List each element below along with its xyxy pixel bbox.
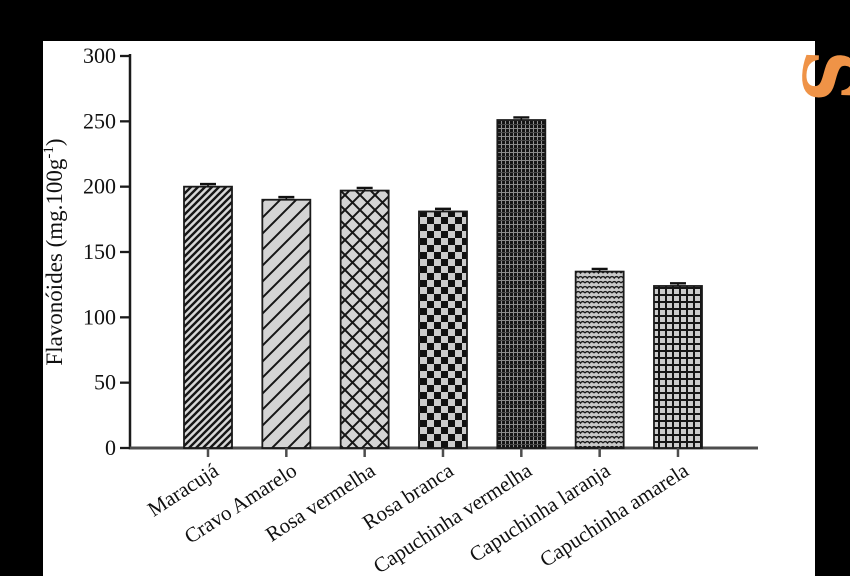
y-tick-label-250: 250 <box>83 108 116 133</box>
y-axis-title: Flavonóides (mg.100g-1) <box>41 138 67 365</box>
x-tick-label-capuchinha-amarela: Capuchinha amarela <box>535 458 693 572</box>
bar-capuchinha-vermelha <box>496 119 547 449</box>
y-tick-label-200: 200 <box>83 174 116 199</box>
bar-rosa-branca <box>418 210 468 449</box>
right-black-bar <box>815 41 850 576</box>
y-tick-label-300: 300 <box>83 43 116 68</box>
y-tick-label-100: 100 <box>83 304 116 329</box>
bar-capuchinha-amarela <box>653 285 703 449</box>
y-tick-label-0: 0 <box>105 435 116 460</box>
bar-rosa-vermelha <box>339 189 390 449</box>
y-tick-label-50: 50 <box>94 370 116 395</box>
bar-capuchinha-laranja <box>574 270 625 449</box>
bar-cravo-amarelo <box>261 198 312 449</box>
watermark-letter-s: S <box>785 48 850 104</box>
left-black-bar <box>0 41 43 576</box>
y-tick-label-150: 150 <box>83 239 116 264</box>
bar-maracuja <box>183 185 233 449</box>
plot-area: 0 50 100 150 200 250 300 Flavonóides (mg.100g-1… <box>41 43 758 576</box>
top-black-bar <box>0 0 850 41</box>
